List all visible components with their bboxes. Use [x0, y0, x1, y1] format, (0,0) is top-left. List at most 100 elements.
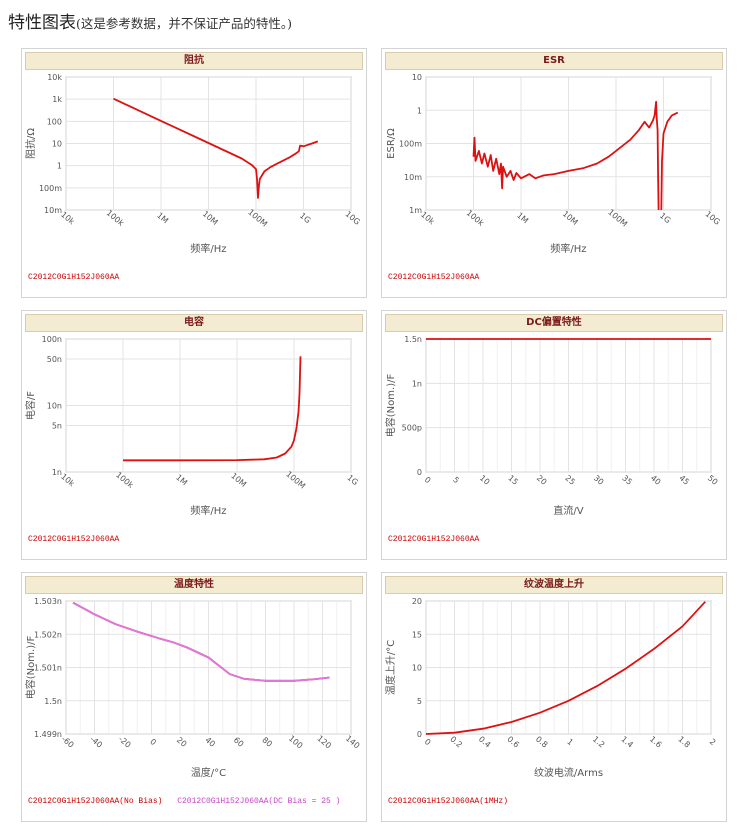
x-tick-label: 140	[344, 734, 361, 751]
y-tick-label: 100n	[42, 335, 62, 344]
y-axis-label: 电容(Nom.)/F	[24, 636, 37, 700]
chart-panel-impedance: 阻抗 10m 100m 1 10 100 1k 10k 10k 100k 1M 10M 100M 1G 1…	[21, 48, 367, 298]
series-line	[72, 601, 330, 682]
y-tick-label: 1.501n	[34, 664, 62, 673]
y-tick-label: 20	[412, 597, 422, 606]
x-tick-label: -20	[117, 734, 133, 749]
x-tick-label: 40	[649, 473, 663, 486]
x-tick-label: 10k	[419, 210, 436, 227]
x-axis-label: 温度/°C	[191, 766, 226, 779]
x-tick-label: 100k	[465, 208, 486, 228]
x-tick-label: 1G	[658, 211, 672, 225]
x-tick-label: 40	[203, 735, 217, 748]
part-number-label: C2012C0G1H152J060AA(DC Bias = 25 )	[177, 797, 340, 806]
y-tick-label: 500p	[402, 424, 422, 433]
x-tick-label: 25	[563, 473, 577, 486]
chart-svg: 0 5 10 15 20 0 0.2 0.4 0.6 0.8 1 1.2 1.4 1.6 1.8 2 纹波电流/…	[384, 597, 718, 806]
y-tick-label: 1.502n	[34, 630, 62, 639]
part-number-label: C2012C0G1H152J060AA(1MHz)	[388, 797, 508, 806]
x-axis-label: 直流/V	[553, 504, 583, 517]
y-axis-label: 电容/F	[24, 391, 37, 420]
x-tick-label: 1	[565, 737, 575, 747]
x-tick-label: -40	[88, 734, 104, 749]
x-tick-label: 1M	[515, 211, 530, 226]
x-tick-label: 10k	[59, 472, 76, 489]
x-axis-label: 频率/Hz	[190, 242, 226, 255]
x-tick-label: 100	[287, 734, 304, 751]
x-tick-label: -60	[60, 734, 76, 749]
y-tick-label: 1n	[52, 468, 62, 477]
chart-title: DC偏置特性	[385, 314, 723, 332]
y-tick-label: 1.5n	[44, 697, 62, 706]
part-number-label: C2012C0G1H152J060AA	[388, 273, 479, 282]
y-tick-label: 0	[417, 730, 422, 739]
y-axis-label: 温度上升/°C	[384, 640, 397, 695]
x-tick-label: 10M	[561, 209, 580, 227]
y-tick-label: 15	[412, 630, 422, 639]
x-tick-label: 15	[506, 473, 520, 486]
series-line	[472, 100, 660, 211]
x-tick-label: 35	[620, 473, 634, 486]
x-tick-label: 10k	[59, 210, 76, 227]
chart-panel-dc-bias: DC偏置特性 0 500p 1n 1.5n 0 5 10 15 20 25 30 35 40 45 50 直流…	[381, 310, 727, 560]
y-tick-label: 1	[417, 106, 422, 115]
chart-svg: 0 500p 1n 1.5n 0 5 10 15 20 25 30 35 40 45 50 直流/V 电容(No…	[384, 335, 719, 544]
y-tick-label: 1.5n	[404, 335, 422, 344]
chart-svg: 10m 100m 1 10 100 1k 10k 10k 100k 1M 10M 100M 1G 10G 频…	[24, 73, 362, 282]
chart-panel-capacitance: 电容 1n 5n 10n 50n 100n 10k 100k 1M 10M 100M 1G 频率/Hz…	[21, 310, 367, 560]
y-tick-label: 10n	[47, 402, 62, 411]
x-tick-label: 120	[315, 734, 332, 751]
y-tick-label: 100	[47, 117, 62, 126]
x-tick-label: 5	[451, 475, 461, 485]
x-tick-label: 45	[677, 473, 691, 486]
x-tick-label: 100k	[114, 470, 135, 490]
x-tick-label: 30	[592, 473, 606, 486]
y-tick-label: 5	[417, 697, 422, 706]
chart-svg: 1m 10m 100m 1 10 10k 100k 1M 10M 100M 1G 10G 频率/Hz ES…	[386, 73, 722, 282]
x-tick-label: 10G	[703, 209, 721, 226]
part-number-label: C2012C0G1H152J060AA	[388, 535, 479, 544]
y-tick-label: 10k	[47, 73, 62, 82]
y-tick-label: 100m	[39, 184, 62, 193]
chart-title: 纹波温度上升	[385, 576, 723, 594]
x-tick-label: 0	[423, 475, 433, 485]
y-tick-label: 5n	[52, 422, 62, 431]
x-tick-label: 1M	[155, 211, 170, 226]
x-tick-label: 0.2	[448, 735, 464, 750]
x-tick-label: 1.6	[648, 735, 664, 750]
chart-panel-esr: ESR 1m 10m 100m 1 10 10k 100k 1M 10M 100M 1G 10G 频率/…	[381, 48, 727, 298]
chart-svg: 1n 5n 10n 50n 100n 10k 100k 1M 10M 100M 1G 频率/Hz 电容/…	[24, 335, 360, 544]
x-tick-label: 2	[708, 737, 718, 747]
x-tick-label: 60	[232, 735, 246, 748]
x-tick-label: 1G	[298, 211, 312, 225]
x-tick-label: 0	[423, 737, 433, 747]
chart-title: 电容	[25, 314, 363, 332]
chart-panel-temperature: 温度特性 1.499n 1.5n 1.501n 1.502n 1.503n -60 -40-…	[21, 572, 367, 822]
y-tick-label: 1	[57, 162, 62, 171]
x-axis-label: 频率/Hz	[550, 242, 586, 255]
page-header: 特性图表(这是参考数据，并不保证产品的特性。)	[8, 8, 292, 33]
y-tick-label: 1k	[52, 95, 62, 104]
series-line	[660, 111, 679, 211]
x-tick-label: 1G	[345, 473, 359, 487]
x-tick-label: 0	[148, 737, 158, 747]
x-tick-label: 1.8	[676, 735, 692, 750]
y-tick-label: 0	[417, 468, 422, 477]
x-tick-label: 1.2	[591, 735, 607, 750]
x-tick-label: 100M	[606, 208, 629, 229]
x-tick-label: 20	[535, 473, 549, 486]
part-number-label: C2012C0G1H152J060AA	[28, 273, 119, 282]
y-tick-label: 10m	[404, 173, 422, 182]
y-tick-label: 1m	[409, 206, 422, 215]
x-axis-label: 纹波电流/Arms	[534, 766, 603, 779]
x-tick-label: 100k	[105, 208, 126, 228]
chart-svg: 1.499n 1.5n 1.501n 1.502n 1.503n -60 -40 -20 0 20…	[24, 597, 361, 806]
x-tick-label: 100M	[246, 208, 269, 229]
y-tick-label: 100m	[399, 140, 422, 149]
y-tick-label: 1.503n	[34, 597, 62, 606]
y-tick-label: 10m	[44, 206, 62, 215]
series-line	[425, 601, 706, 735]
y-tick-label: 1.499n	[34, 730, 62, 739]
x-tick-label: 20	[175, 735, 189, 748]
x-tick-label: 100M	[284, 470, 307, 491]
